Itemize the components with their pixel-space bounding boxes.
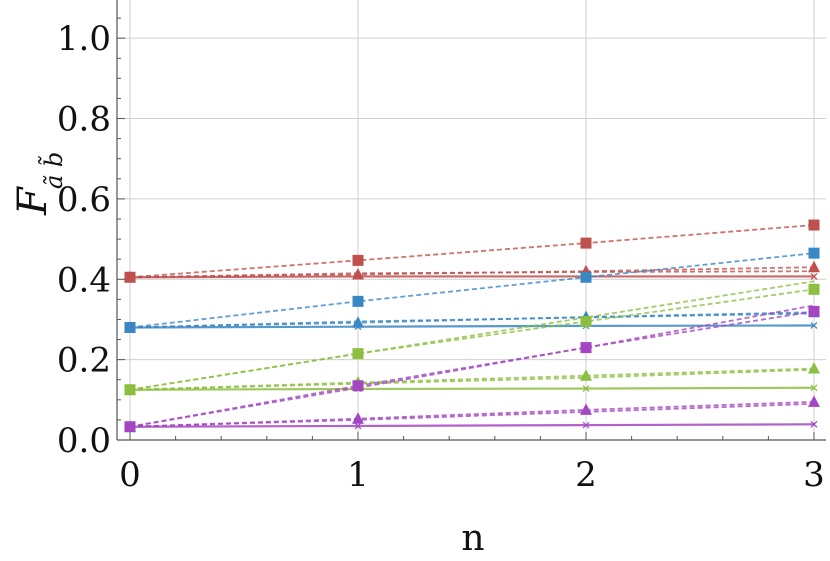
data-point-square bbox=[580, 315, 592, 327]
data-point-triangle bbox=[808, 361, 820, 374]
data-point-x bbox=[582, 385, 590, 392]
x-tick-label: 3 bbox=[803, 455, 825, 495]
series-group bbox=[129, 224, 815, 428]
data-point-x bbox=[810, 322, 818, 329]
series-line bbox=[129, 266, 815, 279]
y-tick-label: 0.8 bbox=[57, 100, 111, 140]
data-point-x bbox=[354, 422, 362, 430]
y-tick-label: 0.2 bbox=[57, 341, 111, 381]
y-tick-label: 0.0 bbox=[57, 421, 111, 461]
x-axis-label: n bbox=[461, 518, 484, 559]
axes bbox=[116, 0, 826, 441]
data-point-square bbox=[124, 384, 136, 396]
x-tick-label: 0 bbox=[119, 455, 141, 495]
data-point-triangle bbox=[580, 403, 592, 415]
series-line bbox=[129, 367, 815, 391]
data-point-square bbox=[124, 321, 136, 333]
data-point-triangle bbox=[352, 412, 364, 424]
y-tick-label: 1.0 bbox=[57, 19, 111, 59]
series-line bbox=[129, 224, 815, 279]
y-tick-label: 0.4 bbox=[57, 260, 111, 300]
data-point-square bbox=[580, 342, 592, 354]
markers-group bbox=[124, 219, 820, 433]
series-line bbox=[129, 288, 815, 391]
data-point-x bbox=[810, 273, 818, 280]
series-line bbox=[129, 402, 815, 428]
data-point-x bbox=[582, 421, 590, 429]
series-line bbox=[129, 423, 815, 428]
series-line bbox=[129, 311, 815, 329]
data-point-square bbox=[124, 271, 136, 283]
y-axis-label-sub: ã b̃ bbox=[37, 152, 68, 189]
data-point-triangle bbox=[808, 395, 820, 407]
series-line bbox=[129, 386, 815, 391]
series-line bbox=[129, 324, 815, 329]
data-point-square bbox=[124, 421, 136, 433]
data-point-square bbox=[580, 237, 592, 249]
data-point-square bbox=[580, 271, 592, 283]
data-point-triangle bbox=[352, 316, 364, 328]
data-point-square bbox=[352, 295, 364, 307]
data-point-triangle bbox=[580, 369, 592, 381]
data-point-square bbox=[352, 380, 364, 392]
y-axis-label-main: F bbox=[10, 186, 56, 216]
data-point-square bbox=[808, 305, 820, 317]
data-point-square bbox=[808, 247, 820, 259]
data-point-x bbox=[810, 384, 818, 392]
series-line bbox=[129, 280, 815, 391]
y-tick-label: 0.6 bbox=[57, 180, 111, 220]
series-line bbox=[129, 252, 815, 329]
data-point-x bbox=[810, 420, 818, 428]
series-line bbox=[129, 400, 815, 428]
x-tick-label: 2 bbox=[575, 455, 597, 495]
tick-labels: 0.0 0.2 0.4 0.6 0.8 1.0 0 1 2 3 bbox=[57, 19, 825, 495]
data-point-triangle bbox=[808, 260, 820, 273]
x-tick-label: 1 bbox=[347, 455, 369, 495]
data-point-square bbox=[352, 254, 364, 266]
data-point-triangle bbox=[352, 267, 364, 280]
series-line bbox=[129, 304, 815, 428]
grid bbox=[117, 0, 826, 441]
series-line bbox=[129, 310, 815, 428]
data-point-square bbox=[808, 283, 820, 295]
data-point-square bbox=[808, 219, 820, 231]
y-axis-label: F ã b̃ bbox=[10, 152, 68, 216]
series-line bbox=[129, 275, 814, 279]
data-point-square bbox=[352, 348, 364, 360]
